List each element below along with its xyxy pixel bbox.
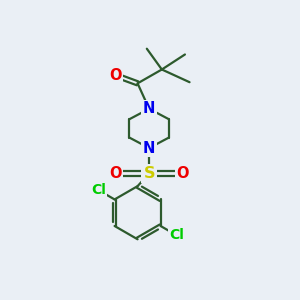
Text: Cl: Cl <box>169 228 184 242</box>
Text: S: S <box>143 166 155 181</box>
Text: O: O <box>176 166 189 181</box>
Text: Cl: Cl <box>92 183 106 197</box>
Text: O: O <box>110 68 122 83</box>
Text: O: O <box>110 166 122 181</box>
Text: N: N <box>143 101 155 116</box>
Text: N: N <box>143 140 155 155</box>
